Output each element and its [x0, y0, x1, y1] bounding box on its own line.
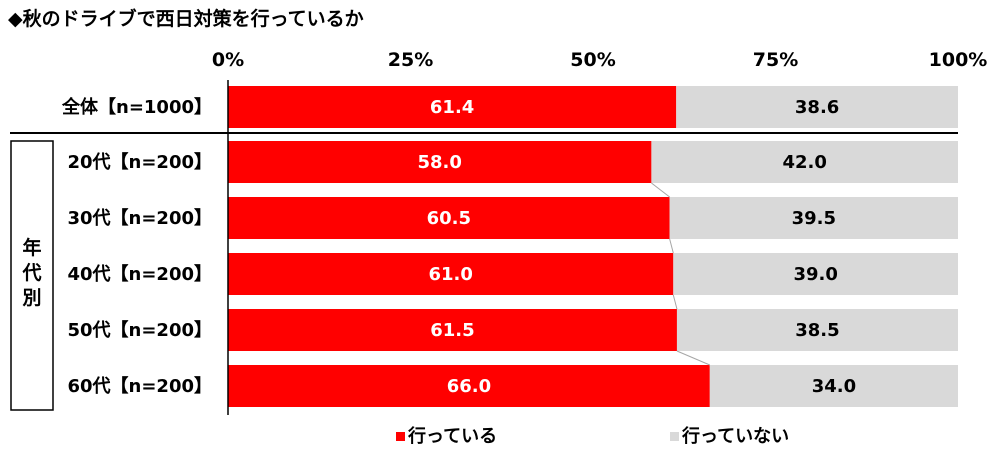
data-label: 42.0 [782, 152, 826, 173]
category-label: 20代【n=200】 [67, 152, 212, 173]
data-label: 61.4 [430, 97, 474, 118]
category-label: 全体【n=1000】 [61, 96, 212, 118]
data-label: 38.5 [795, 320, 839, 341]
x-tick-label: 100% [929, 49, 988, 71]
x-tick-label: 25% [388, 49, 433, 71]
bar-segment-yes [228, 309, 677, 351]
x-tick-label: 50% [570, 49, 615, 71]
data-label: 34.0 [812, 376, 856, 397]
data-label: 61.0 [428, 264, 472, 285]
bar-segment-yes [228, 253, 674, 295]
data-label: 61.5 [430, 320, 474, 341]
series-connector-line [651, 182, 670, 198]
bar-segment-no [709, 365, 958, 407]
series-connector-line [669, 238, 674, 254]
bar-segment-yes [228, 197, 670, 239]
data-label: 66.0 [447, 376, 491, 397]
legend-label: 行っている [407, 425, 497, 447]
category-label: 40代【n=200】 [67, 264, 212, 285]
legend-swatch [670, 432, 679, 441]
data-label: 58.0 [417, 152, 461, 173]
data-label: 39.0 [793, 264, 837, 285]
legend-swatch [396, 432, 405, 441]
x-tick-label: 75% [753, 49, 798, 71]
data-label: 39.5 [792, 208, 836, 229]
series-connector-line [672, 294, 678, 310]
legend-label: 行っていない [681, 425, 789, 447]
group-label-char: 年 [22, 236, 41, 259]
bar-segment-yes [228, 86, 677, 128]
bar-segment-no [676, 309, 958, 351]
bar-segment-no [669, 197, 958, 239]
group-bracket-box [10, 140, 54, 411]
bar-segment-yes [228, 365, 710, 407]
series-connector-line [676, 350, 710, 366]
data-label: 60.5 [427, 208, 471, 229]
x-tick-label: 0% [212, 49, 244, 71]
group-label-char: 別 [22, 287, 41, 309]
bar-segment-no [676, 86, 958, 128]
category-label: 30代【n=200】 [67, 208, 212, 229]
bar-segment-no [651, 141, 958, 183]
group-label-char: 代 [21, 262, 41, 284]
category-label: 50代【n=200】 [67, 320, 212, 341]
chart-title: ◆秋のドライブで西日対策を行っているか [8, 8, 364, 30]
data-label: 38.6 [795, 97, 839, 118]
category-label: 60代【n=200】 [67, 376, 212, 397]
bar-segment-no [673, 253, 958, 295]
bar-segment-yes [228, 141, 652, 183]
